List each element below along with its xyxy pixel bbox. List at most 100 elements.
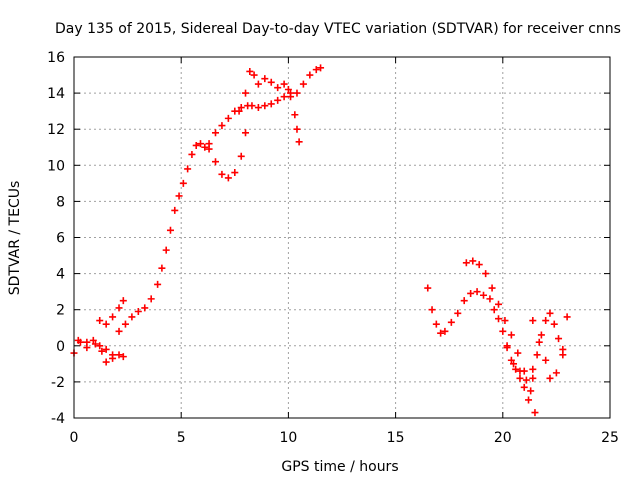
y-tick-label: -2 [51, 375, 65, 391]
data-point [237, 104, 245, 112]
y-tick-label: 12 [47, 122, 65, 138]
data-point [475, 261, 483, 269]
data-point [317, 64, 325, 72]
data-point [546, 309, 554, 317]
data-point [196, 140, 204, 148]
data-point [254, 80, 262, 88]
data-point [514, 349, 522, 357]
data-point [527, 387, 535, 395]
data-point [109, 354, 117, 362]
data-point [141, 304, 149, 312]
data-point [248, 102, 256, 110]
data-point [242, 89, 250, 97]
data-point [306, 71, 314, 79]
grid-lines [74, 57, 610, 418]
data-point [552, 369, 560, 377]
data-point [516, 367, 524, 375]
series-evening-late [529, 313, 571, 382]
data-point [447, 318, 455, 326]
y-tick-label: 10 [47, 158, 65, 174]
data-point [212, 129, 220, 137]
x-tick-label: 5 [177, 430, 186, 446]
data-point [171, 206, 179, 214]
data-point [96, 342, 104, 350]
data-point [467, 289, 475, 297]
data-point [166, 226, 174, 234]
data-point [128, 313, 136, 321]
data-point [507, 331, 515, 339]
data-point [261, 102, 269, 110]
data-point [267, 78, 275, 86]
data-points [70, 64, 571, 417]
data-point [535, 338, 543, 346]
data-point [89, 336, 97, 344]
x-tick-label: 10 [279, 430, 297, 446]
data-point [83, 338, 91, 346]
data-point [460, 297, 468, 305]
data-point [119, 353, 127, 361]
data-point [250, 71, 258, 79]
series-early-dip [74, 336, 127, 366]
data-point [537, 331, 545, 339]
data-point [495, 315, 503, 323]
data-point [437, 329, 445, 337]
data-point [312, 66, 320, 74]
series-early-offset [96, 297, 127, 328]
series-evening [424, 284, 567, 404]
x-tick-label: 0 [70, 430, 79, 446]
data-point [91, 340, 99, 348]
data-point [499, 327, 507, 335]
data-point [555, 335, 563, 343]
series-evening-upper [462, 257, 539, 417]
data-point [231, 169, 239, 177]
data-point [503, 344, 511, 352]
data-point [525, 396, 533, 404]
data-point [529, 374, 537, 382]
data-point [428, 306, 436, 314]
series-drop [287, 93, 303, 146]
data-point [542, 356, 550, 364]
data-point [542, 317, 550, 325]
data-point [115, 327, 123, 335]
data-point [246, 67, 254, 75]
data-point [284, 85, 292, 93]
data-point [507, 356, 515, 364]
data-point [563, 313, 571, 321]
data-point [212, 158, 220, 166]
data-point [280, 80, 288, 88]
data-point [96, 317, 104, 325]
y-tick-label: 14 [47, 86, 65, 102]
data-point [162, 246, 170, 254]
x-axis-label: GPS time / hours [281, 459, 398, 475]
data-point [184, 165, 192, 173]
y-tick-label: 6 [56, 231, 65, 247]
data-point [501, 317, 509, 325]
data-point [529, 365, 537, 373]
data-point [119, 297, 127, 305]
data-point [550, 320, 558, 328]
plot-frame [73, 56, 611, 419]
data-point [482, 270, 490, 278]
data-point [102, 358, 110, 366]
data-point [235, 107, 243, 115]
data-point [224, 114, 232, 122]
data-point [469, 257, 477, 265]
y-tick-label: 16 [47, 50, 65, 66]
data-point [188, 150, 196, 158]
data-point [495, 300, 503, 308]
data-point [473, 288, 481, 296]
data-point [522, 376, 530, 384]
series-main [70, 89, 295, 359]
y-tick-label: 2 [56, 303, 65, 319]
data-point [154, 280, 162, 288]
data-point [109, 313, 117, 321]
data-point [237, 152, 245, 160]
data-point [462, 259, 470, 267]
data-point [224, 174, 232, 182]
data-point [134, 308, 142, 316]
data-point [205, 145, 213, 153]
data-point [295, 138, 303, 146]
data-point [486, 295, 494, 303]
data-point [267, 100, 275, 108]
